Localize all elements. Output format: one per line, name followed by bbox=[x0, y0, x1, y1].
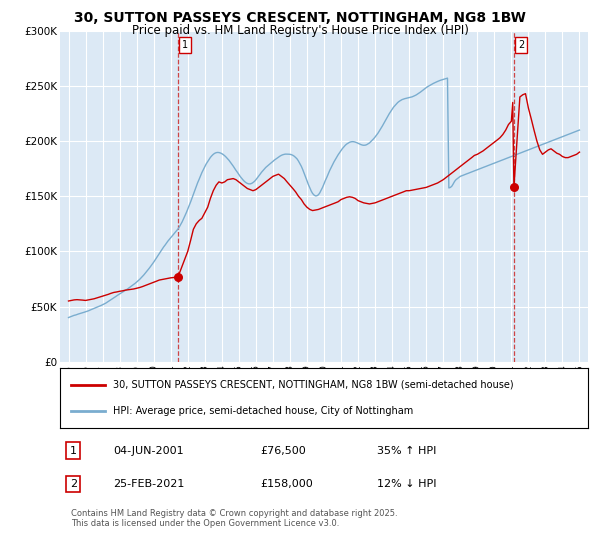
Point bbox=[509, 183, 519, 192]
Text: 2: 2 bbox=[70, 479, 77, 489]
Text: £158,000: £158,000 bbox=[260, 479, 313, 489]
Text: 1: 1 bbox=[70, 446, 77, 456]
Text: 30, SUTTON PASSEYS CRESCENT, NOTTINGHAM, NG8 1BW: 30, SUTTON PASSEYS CRESCENT, NOTTINGHAM,… bbox=[74, 11, 526, 25]
Text: 25-FEB-2021: 25-FEB-2021 bbox=[113, 479, 184, 489]
Text: 04-JUN-2001: 04-JUN-2001 bbox=[113, 446, 184, 456]
Text: 12% ↓ HPI: 12% ↓ HPI bbox=[377, 479, 436, 489]
Point bbox=[173, 273, 182, 282]
Text: 1: 1 bbox=[182, 40, 188, 50]
Text: 35% ↑ HPI: 35% ↑ HPI bbox=[377, 446, 436, 456]
Text: Price paid vs. HM Land Registry's House Price Index (HPI): Price paid vs. HM Land Registry's House … bbox=[131, 24, 469, 36]
Text: 30, SUTTON PASSEYS CRESCENT, NOTTINGHAM, NG8 1BW (semi-detached house): 30, SUTTON PASSEYS CRESCENT, NOTTINGHAM,… bbox=[113, 380, 514, 390]
Text: 2: 2 bbox=[518, 40, 524, 50]
Text: Contains HM Land Registry data © Crown copyright and database right 2025.
This d: Contains HM Land Registry data © Crown c… bbox=[71, 509, 397, 528]
Text: HPI: Average price, semi-detached house, City of Nottingham: HPI: Average price, semi-detached house,… bbox=[113, 406, 413, 416]
Text: £76,500: £76,500 bbox=[260, 446, 307, 456]
